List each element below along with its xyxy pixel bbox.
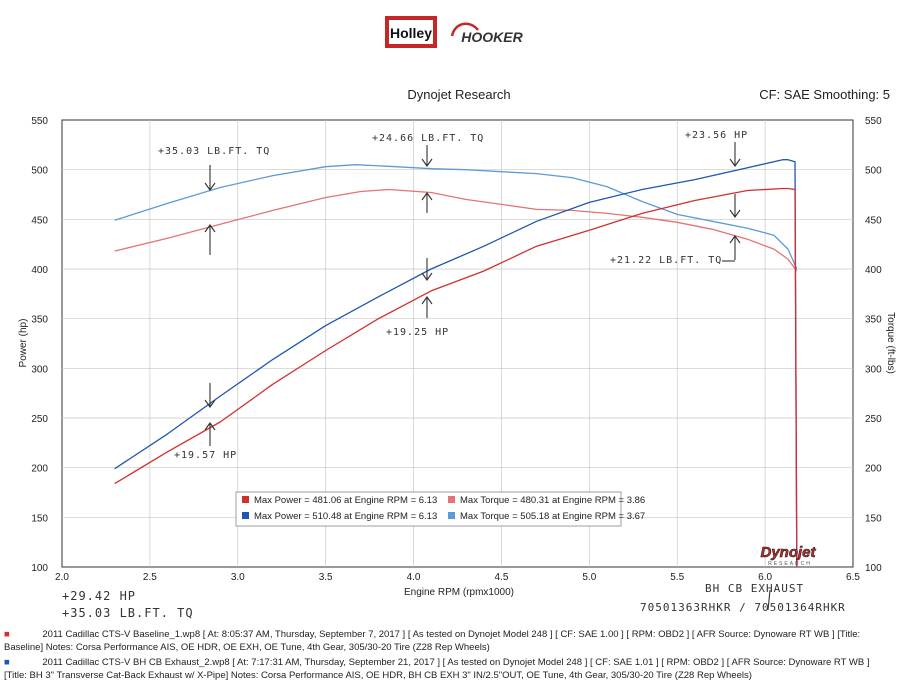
annotation-bottom-tq: +35.03 LB.FT. TQ bbox=[62, 606, 194, 620]
chart-title: Dynojet Research bbox=[407, 87, 510, 102]
x-tick-label: 2.0 bbox=[55, 572, 69, 583]
y-tick-label-right: 350 bbox=[865, 315, 882, 326]
y-tick-label-left: 200 bbox=[31, 464, 48, 475]
x-tick-label: 4.5 bbox=[494, 572, 508, 583]
y-tick-label-right: 450 bbox=[865, 215, 882, 226]
annotation-part-numbers: 70501363RHKR / 70501364RHKR bbox=[640, 601, 846, 614]
y-axis-right-label: Torque (ft-lbs) bbox=[885, 312, 896, 374]
dynojet-logo: Dynojet RESEARCH bbox=[760, 544, 817, 567]
x-tick-label: 3.0 bbox=[231, 572, 245, 583]
y-tick-label-left: 550 bbox=[31, 116, 48, 127]
x-tick-label: 6.0 bbox=[758, 572, 772, 583]
hooker-logo: HOOKER bbox=[450, 22, 524, 45]
x-tick-label: 4.0 bbox=[407, 572, 421, 583]
y-tick-label-right: 200 bbox=[865, 464, 882, 475]
legend-swatch-baseline-torque bbox=[448, 496, 455, 503]
annotations bbox=[204, 142, 771, 611]
x-axis-label: Engine RPM (rpmx1000) bbox=[404, 587, 514, 598]
legend-swatch-bh-power bbox=[242, 512, 249, 519]
holley-logo: Holley bbox=[385, 16, 437, 48]
y-axis-right: 100 150 200 250 300 350 400 450 500 550 bbox=[865, 116, 882, 574]
legend-baseline-torque: Max Torque = 480.31 at Engine RPM = 3.86 bbox=[460, 495, 645, 506]
dynojet-logo-sub: RESEARCH bbox=[768, 561, 812, 567]
x-tick-label: 3.5 bbox=[319, 572, 333, 583]
footer-line-1: ■ 2011 Cadillac CTS-V Baseline_1.wp8 [ A… bbox=[4, 629, 861, 640]
hooker-logo-text: HOOKER bbox=[461, 29, 523, 45]
x-tick-label: 2.5 bbox=[143, 572, 157, 583]
x-tick-label: 5.0 bbox=[582, 572, 596, 583]
y-tick-label-left: 100 bbox=[31, 563, 48, 574]
y-tick-label-right: 150 bbox=[865, 513, 882, 524]
annotation-tq-right: +21.22 LB.FT. TQ bbox=[610, 255, 722, 266]
y-tick-label-left: 250 bbox=[31, 414, 48, 425]
footer-marker-bh: ■ bbox=[4, 657, 10, 668]
annotation-hp-top: +23.56 HP bbox=[685, 130, 748, 141]
footer-line-4: [Title: BH 3" Transverse Cat-Back Exhaus… bbox=[4, 670, 752, 681]
series-group bbox=[114, 159, 798, 568]
y-tick-label-right: 250 bbox=[865, 414, 882, 425]
series-line-bh_power bbox=[114, 159, 798, 568]
annotation-exhaust: BH CB EXHAUST bbox=[705, 582, 804, 595]
legend-bh-torque: Max Torque = 505.18 at Engine RPM = 3.67 bbox=[460, 511, 645, 522]
x-axis: 2.0 2.5 3.0 3.5 4.0 4.5 5.0 5.5 6.0 6.5 bbox=[55, 572, 860, 583]
y-tick-label-left: 300 bbox=[31, 364, 48, 375]
footer-line-2: Baseline] Notes: Corsa Performance AIS, … bbox=[4, 642, 490, 653]
y-tick-label-left: 150 bbox=[31, 513, 48, 524]
y-tick-label-left: 450 bbox=[31, 215, 48, 226]
y-tick-label-right: 500 bbox=[865, 166, 882, 177]
legend-swatch-baseline-power bbox=[242, 496, 249, 503]
footer-line-3: ■ 2011 Cadillac CTS-V BH CB Exhaust_2.wp… bbox=[4, 657, 870, 668]
cf-text: CF: SAE Smoothing: 5 bbox=[759, 87, 890, 102]
series-line-baseline_power bbox=[114, 187, 798, 568]
series-line-baseline_torque bbox=[114, 188, 798, 272]
legend: Max Power = 481.06 at Engine RPM = 6.13 … bbox=[235, 491, 645, 527]
y-tick-label-right: 100 bbox=[865, 563, 882, 574]
legend-swatch-bh-torque bbox=[448, 512, 455, 519]
annotation-hp-mid: +19.25 HP bbox=[386, 327, 449, 338]
y-tick-label-left: 500 bbox=[31, 166, 48, 177]
annotation-tq-mid: +24.66 LB.FT. TQ bbox=[372, 133, 484, 144]
series-line-bh_torque bbox=[114, 164, 798, 270]
y-axis-left-label: Power (hp) bbox=[18, 319, 29, 368]
holley-logo-text: Holley bbox=[390, 25, 432, 41]
legend-baseline-power: Max Power = 481.06 at Engine RPM = 6.13 bbox=[254, 495, 437, 506]
annotation-hp-low: +19.57 HP bbox=[174, 450, 237, 461]
x-tick-label: 5.5 bbox=[670, 572, 684, 583]
y-tick-label-left: 400 bbox=[31, 265, 48, 276]
dynojet-logo-text: Dynojet bbox=[760, 544, 816, 561]
y-tick-label-left: 350 bbox=[31, 315, 48, 326]
annotation-tq-left: +35.03 LB.FT. TQ bbox=[158, 146, 270, 157]
footer-marker-baseline: ■ bbox=[4, 629, 10, 640]
y-tick-label-right: 300 bbox=[865, 364, 882, 375]
y-axis-left: 100 150 200 250 300 350 400 450 500 550 bbox=[31, 116, 48, 574]
x-tick-label: 6.5 bbox=[846, 572, 860, 583]
annotation-bottom-hp: +29.42 HP bbox=[62, 589, 136, 603]
legend-bh-power: Max Power = 510.48 at Engine RPM = 6.13 bbox=[254, 511, 437, 522]
y-tick-label-right: 550 bbox=[865, 116, 882, 127]
y-tick-label-right: 400 bbox=[865, 265, 882, 276]
